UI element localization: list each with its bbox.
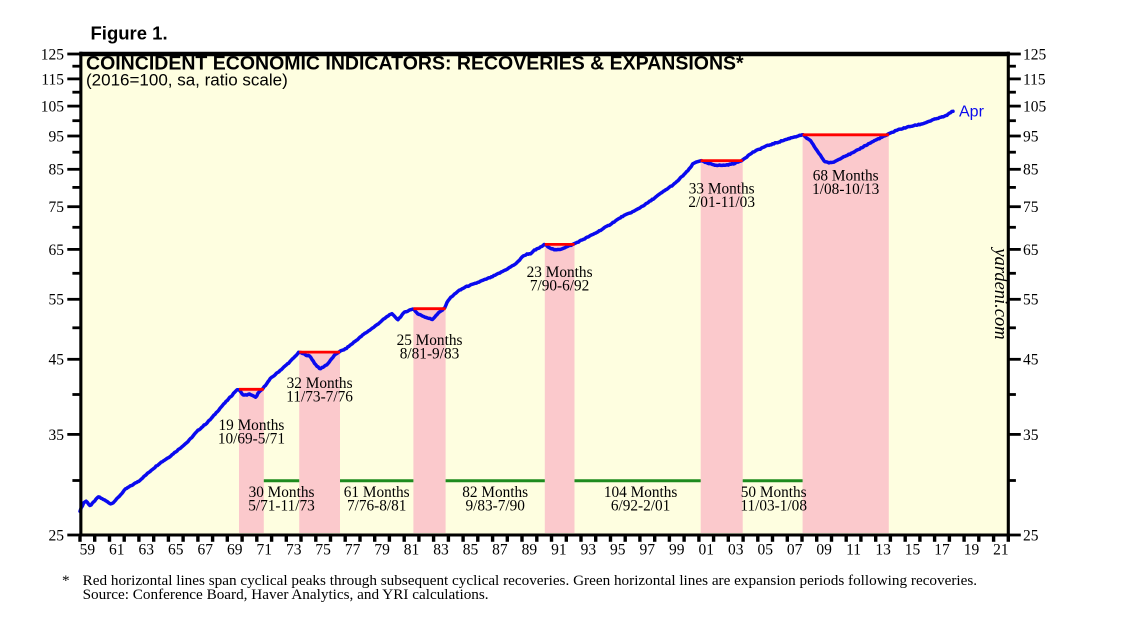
svg-text:55: 55 — [1023, 292, 1039, 309]
svg-text:10/69-5/71: 10/69-5/71 — [218, 431, 285, 448]
svg-text:59: 59 — [80, 541, 96, 558]
svg-text:65: 65 — [1023, 242, 1039, 259]
svg-text:17: 17 — [934, 541, 950, 558]
svg-text:2/01-11/03: 2/01-11/03 — [688, 194, 755, 211]
svg-text:91: 91 — [551, 541, 567, 558]
svg-text:75: 75 — [49, 199, 65, 216]
svg-text:Source: Conference Board, Have: Source: Conference Board, Haver Analytic… — [83, 586, 489, 603]
svg-text:89: 89 — [522, 541, 538, 558]
svg-text:11/73-7/76: 11/73-7/76 — [286, 389, 353, 406]
svg-text:13: 13 — [875, 541, 891, 558]
svg-text:125: 125 — [1023, 46, 1047, 63]
svg-text:1/08-10/13: 1/08-10/13 — [812, 181, 879, 198]
svg-text:105: 105 — [1023, 99, 1047, 116]
svg-text:67: 67 — [197, 541, 213, 558]
svg-text:30 Months: 30 Months — [249, 484, 315, 501]
svg-text:85: 85 — [463, 541, 479, 558]
svg-text:63: 63 — [139, 541, 155, 558]
svg-text:32 Months: 32 Months — [287, 375, 353, 392]
svg-text:35: 35 — [1023, 427, 1039, 444]
svg-text:65: 65 — [49, 242, 65, 259]
svg-text:25: 25 — [49, 527, 65, 544]
svg-text:11: 11 — [846, 541, 861, 558]
svg-text:95: 95 — [1023, 128, 1039, 145]
svg-text:82 Months: 82 Months — [462, 484, 528, 501]
svg-text:105: 105 — [41, 99, 65, 116]
svg-text:5/71-11/73: 5/71-11/73 — [248, 498, 315, 515]
svg-text:83: 83 — [433, 541, 449, 558]
svg-text:125: 125 — [41, 46, 65, 63]
svg-text:87: 87 — [492, 541, 508, 558]
svg-text:25 Months: 25 Months — [397, 332, 463, 349]
svg-text:*: * — [62, 572, 70, 589]
svg-text:75: 75 — [315, 541, 331, 558]
svg-text:Figure 1.: Figure 1. — [91, 22, 168, 43]
svg-text:Red horizontal lines span cycl: Red horizontal lines span cyclical peaks… — [83, 572, 978, 589]
svg-text:09: 09 — [816, 541, 832, 558]
svg-text:19: 19 — [964, 541, 980, 558]
svg-text:(2016=100, sa, ratio scale): (2016=100, sa, ratio scale) — [86, 71, 288, 90]
svg-text:115: 115 — [41, 71, 64, 88]
svg-text:50 Months: 50 Months — [741, 484, 807, 501]
svg-text:21: 21 — [993, 541, 1009, 558]
svg-text:COINCIDENT ECONOMIC INDICATORS: COINCIDENT ECONOMIC INDICATORS: RECOVERI… — [86, 53, 744, 75]
svg-text:61: 61 — [109, 541, 125, 558]
svg-text:77: 77 — [345, 541, 361, 558]
svg-text:65: 65 — [168, 541, 184, 558]
svg-text:Apr: Apr — [959, 103, 985, 120]
svg-text:79: 79 — [374, 541, 390, 558]
svg-text:9/83-7/90: 9/83-7/90 — [465, 498, 525, 515]
svg-text:05: 05 — [757, 541, 773, 558]
svg-text:115: 115 — [1023, 71, 1046, 88]
svg-text:7/76-8/81: 7/76-8/81 — [347, 498, 407, 515]
svg-text:73: 73 — [286, 541, 302, 558]
svg-text:6/92-2/01: 6/92-2/01 — [611, 498, 671, 515]
svg-text:104 Months: 104 Months — [604, 484, 678, 501]
svg-text:75: 75 — [1023, 199, 1039, 216]
svg-text:93: 93 — [581, 541, 597, 558]
svg-text:45: 45 — [1023, 352, 1039, 369]
svg-text:19 Months: 19 Months — [218, 417, 284, 434]
svg-text:33 Months: 33 Months — [689, 181, 755, 198]
svg-text:yardeni.com: yardeni.com — [990, 246, 1010, 339]
svg-text:45: 45 — [49, 352, 65, 369]
svg-text:85: 85 — [49, 162, 65, 179]
svg-text:11/03-1/08: 11/03-1/08 — [740, 498, 807, 515]
svg-text:69: 69 — [227, 541, 243, 558]
svg-text:97: 97 — [640, 541, 656, 558]
svg-text:03: 03 — [728, 541, 744, 558]
svg-text:85: 85 — [1023, 162, 1039, 179]
svg-text:8/81-9/83: 8/81-9/83 — [400, 346, 460, 363]
svg-text:23 Months: 23 Months — [527, 264, 593, 281]
svg-text:35: 35 — [49, 427, 65, 444]
svg-text:15: 15 — [905, 541, 921, 558]
svg-text:7/90-6/92: 7/90-6/92 — [530, 278, 590, 295]
svg-text:25: 25 — [1023, 527, 1039, 544]
svg-text:81: 81 — [404, 541, 420, 558]
svg-text:55: 55 — [49, 292, 65, 309]
svg-text:68 Months: 68 Months — [813, 168, 879, 185]
svg-text:99: 99 — [669, 541, 685, 558]
svg-text:95: 95 — [610, 541, 626, 558]
svg-text:07: 07 — [787, 541, 803, 558]
svg-text:61 Months: 61 Months — [344, 484, 410, 501]
svg-text:95: 95 — [49, 128, 65, 145]
svg-text:01: 01 — [698, 541, 714, 558]
svg-text:71: 71 — [256, 541, 272, 558]
